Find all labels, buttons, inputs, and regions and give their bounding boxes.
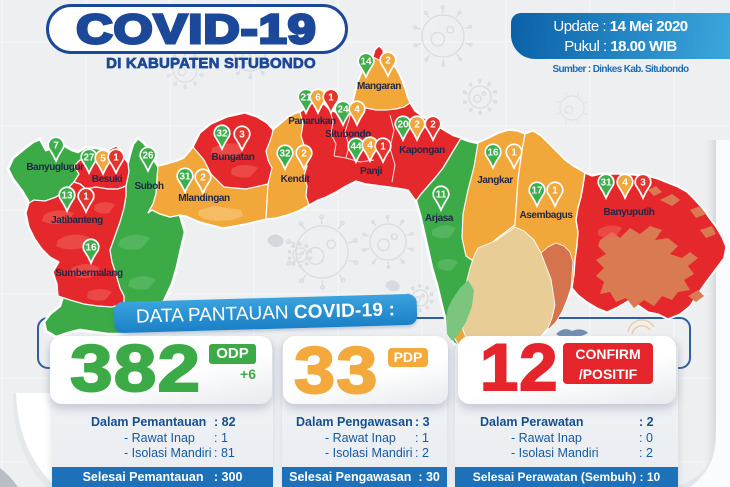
svg-text:3: 3 — [640, 177, 646, 188]
svg-text:16: 16 — [487, 147, 499, 158]
svg-text:Jatibanteng: Jatibanteng — [51, 215, 103, 226]
svg-text:44: 44 — [350, 141, 362, 152]
svg-text:2: 2 — [301, 148, 307, 159]
svg-text:Kapongan: Kapongan — [399, 145, 445, 156]
svg-text:Situbondo: Situbondo — [325, 129, 371, 140]
svg-text:4: 4 — [367, 140, 373, 151]
svg-text:27: 27 — [83, 152, 95, 163]
svg-text:1: 1 — [83, 191, 89, 202]
svg-text:2: 2 — [200, 172, 206, 183]
svg-text:17: 17 — [531, 185, 543, 196]
svg-text:Besuki: Besuki — [92, 174, 123, 185]
svg-text:Mangaran: Mangaran — [357, 81, 401, 92]
svg-text:21: 21 — [300, 92, 312, 103]
svg-text:Banyuglugur: Banyuglugur — [26, 162, 84, 173]
svg-text:1: 1 — [552, 185, 558, 196]
svg-text:1: 1 — [328, 92, 334, 103]
svg-text:5: 5 — [100, 153, 106, 164]
svg-text:26: 26 — [142, 150, 154, 161]
svg-text:20: 20 — [397, 119, 409, 130]
svg-text:11: 11 — [436, 189, 447, 200]
svg-text:16: 16 — [85, 242, 97, 253]
svg-text:2: 2 — [414, 119, 420, 130]
svg-text:4: 4 — [354, 104, 360, 115]
svg-text:Kendit: Kendit — [281, 174, 311, 185]
svg-text:31: 31 — [179, 171, 191, 182]
svg-text:Mlandingan: Mlandingan — [178, 193, 230, 204]
svg-text:32: 32 — [279, 148, 291, 159]
svg-text:Bungatan: Bungatan — [212, 152, 255, 163]
svg-text:Panji: Panji — [360, 166, 383, 177]
svg-text:6: 6 — [315, 92, 321, 103]
svg-text:14: 14 — [360, 56, 372, 67]
svg-text:3: 3 — [239, 129, 245, 140]
svg-text:1: 1 — [511, 147, 517, 158]
svg-text:Suboh: Suboh — [134, 181, 163, 192]
svg-text:1: 1 — [380, 141, 386, 152]
svg-text:4: 4 — [622, 177, 628, 188]
svg-text:24: 24 — [337, 104, 349, 115]
svg-text:2: 2 — [430, 119, 436, 130]
svg-text:Panarukan: Panarukan — [288, 116, 336, 127]
svg-text:31: 31 — [600, 177, 612, 188]
svg-text:13: 13 — [61, 190, 73, 201]
svg-text:Sumbermalang: Sumbermalang — [55, 268, 123, 279]
svg-text:7: 7 — [53, 140, 59, 151]
svg-text:1: 1 — [113, 152, 119, 163]
svg-text:Jangkar: Jangkar — [477, 175, 513, 186]
svg-text:Banyuputih: Banyuputih — [604, 207, 655, 218]
svg-text:Arjasa: Arjasa — [425, 213, 454, 224]
svg-text:32: 32 — [216, 128, 228, 139]
svg-text:Asembagus: Asembagus — [519, 210, 573, 221]
svg-text:2: 2 — [385, 55, 391, 66]
